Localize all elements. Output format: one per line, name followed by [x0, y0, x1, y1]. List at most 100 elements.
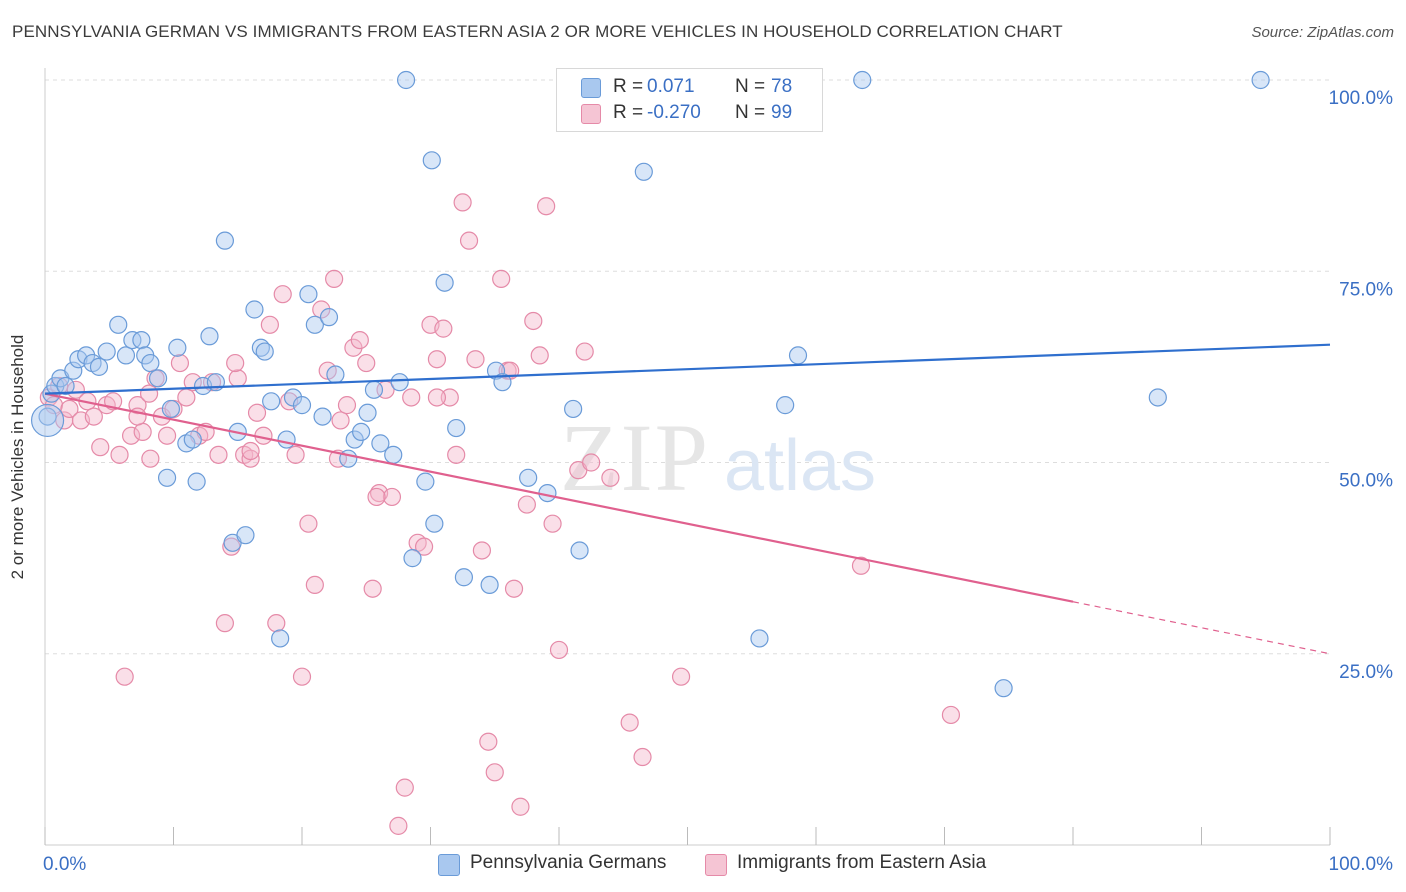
data-point-pennsylvania-germans — [486, 361, 506, 380]
data-point-eastern-asia — [517, 495, 536, 514]
data-point-pennsylvania-germans — [187, 472, 206, 491]
legend-n-value: 99 — [771, 102, 793, 123]
data-point-eastern-asia — [305, 575, 324, 595]
data-point-eastern-asia — [84, 407, 103, 426]
data-point-eastern-asia — [453, 193, 472, 212]
data-point-pennsylvania-germans — [570, 541, 589, 560]
data-point-eastern-asia — [447, 445, 466, 464]
data-point-eastern-asia — [325, 269, 344, 288]
data-point-pennsylvania-germans — [1148, 388, 1167, 407]
data-point-eastern-asia — [633, 747, 652, 767]
data-point-eastern-asia — [620, 713, 639, 732]
data-point-pennsylvania-germans — [157, 468, 177, 487]
data-point-pennsylvania-germans — [480, 575, 499, 595]
data-point-eastern-asia — [582, 453, 601, 472]
data-point-pennsylvania-germans — [416, 472, 435, 491]
data-point-eastern-asia — [427, 388, 447, 407]
data-point-eastern-asia — [228, 369, 247, 388]
data-point-pennsylvania-germans — [141, 353, 160, 373]
data-point-pennsylvania-germans — [236, 526, 255, 545]
data-point-eastern-asia — [543, 514, 562, 533]
data-point-eastern-asia — [247, 403, 267, 422]
data-point-eastern-asia — [312, 300, 331, 319]
data-point-eastern-asia — [382, 487, 402, 507]
data-point-pennsylvania-germans — [454, 568, 474, 587]
data-point-pennsylvania-germans — [564, 399, 583, 419]
data-point-pennsylvania-germans — [262, 392, 281, 411]
data-point-eastern-asia — [671, 667, 691, 686]
watermark-atlas: atlas — [724, 426, 876, 506]
data-point-pennsylvania-germans — [788, 346, 808, 365]
y-tick-label: 25.0% — [1339, 662, 1393, 683]
data-point-eastern-asia — [337, 396, 357, 415]
data-point-eastern-asia — [537, 197, 556, 216]
data-point-pennsylvania-germans — [109, 315, 128, 334]
data-point-eastern-asia — [601, 468, 620, 487]
axes — [44, 68, 1331, 846]
data-point-pennsylvania-germans — [89, 357, 109, 376]
data-point-pennsylvania-germans — [168, 338, 187, 357]
data-point-pennsylvania-germans — [56, 376, 75, 396]
data-point-pennsylvania-germans — [313, 407, 332, 426]
legend-r-value: 0.071 — [647, 76, 695, 97]
data-point-pennsylvania-germans — [30, 403, 65, 438]
data-point-eastern-asia — [115, 667, 134, 686]
legend-n-label: N = — [735, 76, 766, 97]
data-point-pennsylvania-germans — [271, 629, 290, 648]
data-point-pennsylvania-germans — [519, 468, 538, 487]
watermark: ZIP atlas — [560, 404, 876, 511]
data-point-pennsylvania-germans — [161, 399, 181, 419]
data-point-pennsylvania-germans — [422, 151, 441, 170]
x-tick-label: 100.0% — [1329, 854, 1394, 875]
x-tick-label: 0.0% — [43, 854, 86, 875]
data-point-pennsylvania-germans — [319, 308, 339, 327]
data-point-eastern-asia — [472, 541, 491, 560]
data-point-pennsylvania-germans — [384, 445, 403, 464]
legend-swatch-blue — [438, 854, 460, 876]
data-point-eastern-asia — [267, 614, 286, 633]
data-point-eastern-asia — [459, 231, 479, 250]
data-point-eastern-asia — [241, 449, 260, 468]
y-tick-label: 50.0% — [1339, 471, 1393, 492]
data-point-eastern-asia — [511, 797, 530, 816]
data-point-eastern-asia — [941, 705, 961, 725]
data-point-pennsylvania-germans — [64, 361, 83, 380]
data-point-pennsylvania-germans — [358, 403, 377, 422]
data-point-pennsylvania-germans — [1251, 70, 1270, 90]
data-point-eastern-asia — [530, 346, 549, 365]
data-point-eastern-asia — [170, 353, 190, 373]
data-point-eastern-asia — [504, 579, 524, 598]
data-point-eastern-asia — [292, 667, 312, 686]
data-point-pennsylvania-germans — [132, 331, 151, 350]
data-point-pennsylvania-germans — [371, 434, 390, 453]
trend-line-eastern-asia — [44, 392, 1074, 603]
data-point-eastern-asia — [226, 353, 245, 373]
data-point-eastern-asia — [524, 311, 543, 331]
data-point-eastern-asia — [479, 732, 498, 751]
data-point-eastern-asia — [157, 426, 177, 445]
data-point-eastern-asia — [851, 556, 871, 575]
data-point-eastern-asia — [402, 388, 421, 407]
legend-series-name: Immigrants from Eastern Asia — [737, 852, 987, 873]
trend-lines — [44, 343, 1331, 655]
legend-n-label: N = — [735, 102, 766, 123]
data-point-eastern-asia — [414, 537, 434, 556]
data-point-pennsylvania-germans — [853, 70, 872, 90]
data-point-eastern-asia — [183, 373, 202, 392]
tick-labels: 25.0% 50.0% 75.0% 100.0% 0.0% 100.0% — [43, 88, 1393, 875]
correlation-legend: R = 0.071 N = 78 R = -0.270 N = 99 — [556, 68, 823, 132]
data-point-eastern-asia — [209, 445, 228, 464]
legend-r-label: R = — [613, 102, 644, 123]
data-point-eastern-asia — [141, 449, 160, 468]
data-point-pennsylvania-germans — [277, 430, 296, 449]
data-point-eastern-asia — [60, 399, 79, 419]
data-point-eastern-asia — [427, 350, 447, 369]
legend-swatch-pink — [705, 854, 727, 876]
y-tick-label: 100.0% — [1329, 88, 1394, 109]
legend-swatch-pink — [581, 104, 601, 124]
data-point-eastern-asia — [367, 487, 386, 507]
data-point-pennsylvania-germans — [447, 418, 466, 438]
data-point-pennsylvania-germans — [148, 369, 168, 388]
data-point-pennsylvania-germans — [390, 373, 409, 392]
